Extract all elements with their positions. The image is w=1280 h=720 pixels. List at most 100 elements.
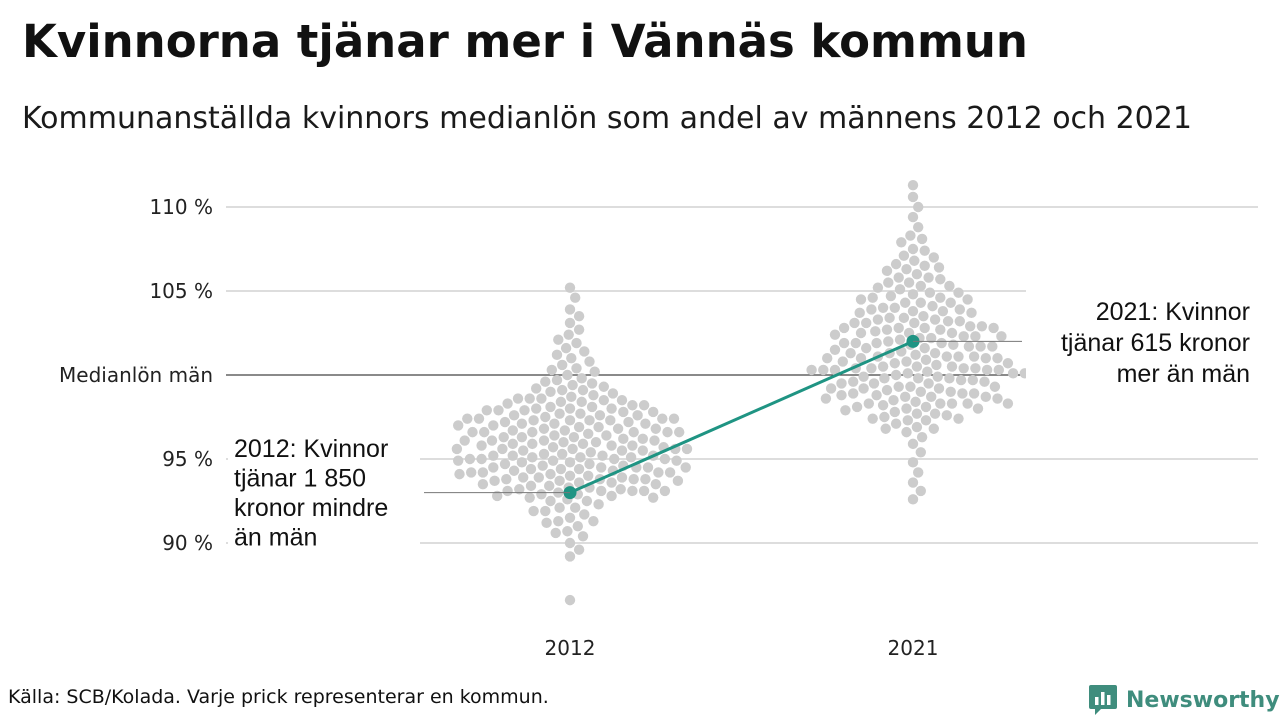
beeswarm-chart: 90 % 95 % Medianlön män 105 % 110 % 2012 2021…	[59, 179, 1258, 660]
dot-2012	[476, 453, 487, 465]
dot-2021	[935, 292, 946, 303]
dot-2021	[958, 363, 969, 374]
dot-2012	[632, 410, 643, 421]
dot-2012	[516, 431, 528, 443]
dot-2012	[524, 393, 535, 404]
dot-2021	[879, 411, 890, 423]
dot-2021	[888, 395, 899, 406]
dot-2021	[953, 413, 964, 424]
dot-2012	[501, 473, 512, 485]
dot-2021	[855, 294, 867, 305]
dot-2012	[576, 396, 587, 408]
dot-2021	[920, 354, 932, 366]
dot-2012	[502, 398, 513, 409]
dot-2021	[877, 302, 889, 313]
dot-2012	[571, 363, 582, 374]
dot-2012	[650, 423, 661, 434]
dot-2012	[573, 477, 585, 488]
dot-2012	[481, 405, 492, 416]
dot-2012	[527, 438, 538, 450]
dot-2012	[583, 428, 594, 439]
dot-2012	[554, 502, 565, 513]
dot-2021	[885, 290, 897, 302]
dot-2021	[836, 389, 847, 401]
dot-2012	[476, 440, 487, 451]
dot-2021	[937, 305, 949, 317]
dot-2021	[935, 398, 946, 409]
dot-2021	[861, 317, 872, 329]
dot-2012	[477, 467, 489, 478]
dot-2021	[851, 401, 863, 413]
dot-2012	[537, 460, 548, 471]
dot-2012	[598, 395, 609, 406]
dot-2021	[901, 263, 912, 275]
dot-2012	[642, 462, 654, 473]
dot-2012	[681, 443, 693, 455]
dot-2021	[863, 398, 874, 409]
dot-2012	[570, 292, 581, 303]
brand-logo[interactable]: Newsworthy	[1088, 682, 1280, 718]
dot-2021	[911, 421, 923, 433]
dot-2021	[988, 322, 999, 334]
dot-2021	[962, 398, 973, 409]
dot-2012	[618, 406, 629, 418]
dot-2012	[473, 413, 485, 424]
dot-2012	[628, 473, 639, 485]
dot-2012	[653, 467, 664, 478]
dot-2012	[499, 458, 511, 470]
dot-2012	[586, 378, 598, 389]
dot-2012	[545, 386, 556, 397]
dot-2021	[992, 393, 1003, 404]
dot-2021	[907, 477, 919, 488]
dot-2012	[640, 473, 651, 485]
dot-2012	[492, 490, 503, 502]
dot-2021	[894, 334, 906, 345]
dot-2021	[883, 336, 894, 347]
dot-2012	[563, 329, 574, 340]
dot-2021	[848, 388, 859, 399]
dot-2012	[536, 489, 547, 500]
dot-2021	[955, 374, 967, 386]
dot-2012	[564, 457, 576, 468]
dot-2021	[905, 381, 916, 392]
dot-2012	[584, 415, 595, 426]
dot-2021	[962, 294, 973, 305]
dot-2012	[581, 495, 593, 507]
dot-2012	[467, 426, 478, 438]
y-tick-label: 95 %	[162, 447, 213, 471]
dot-2012	[507, 438, 518, 450]
dot-2021	[867, 413, 878, 424]
dot-2021	[910, 349, 921, 361]
dot-2021	[967, 374, 978, 386]
dot-2012	[573, 324, 585, 335]
dot-2021	[946, 361, 958, 372]
dot-2021	[923, 378, 934, 389]
dot-2021	[829, 364, 841, 376]
dot-2021	[907, 438, 919, 450]
dot-2012	[576, 373, 587, 384]
dot-2021	[996, 331, 1007, 342]
dot-2012	[567, 379, 578, 391]
dot-2021	[915, 297, 926, 308]
dot-2012	[575, 452, 586, 463]
highlight-line	[569, 340, 914, 494]
dot-2012	[564, 551, 576, 562]
dot-2021	[911, 361, 923, 372]
dot-2021	[806, 364, 817, 376]
dot-2021	[915, 447, 926, 458]
dot-2021	[881, 384, 893, 396]
dot-2021	[919, 245, 930, 256]
dot-2012	[536, 393, 547, 404]
dot-2021	[820, 393, 832, 404]
dot-2012	[650, 479, 661, 490]
dot-2012	[601, 430, 612, 441]
dot-2021	[907, 305, 919, 317]
dot-2021	[929, 408, 941, 419]
dot-2012	[564, 537, 576, 549]
dot-2012	[554, 408, 565, 419]
dot-2021	[948, 339, 959, 350]
dot-2012	[627, 400, 638, 411]
dot-2021	[907, 191, 919, 203]
dot-2012	[550, 527, 561, 539]
